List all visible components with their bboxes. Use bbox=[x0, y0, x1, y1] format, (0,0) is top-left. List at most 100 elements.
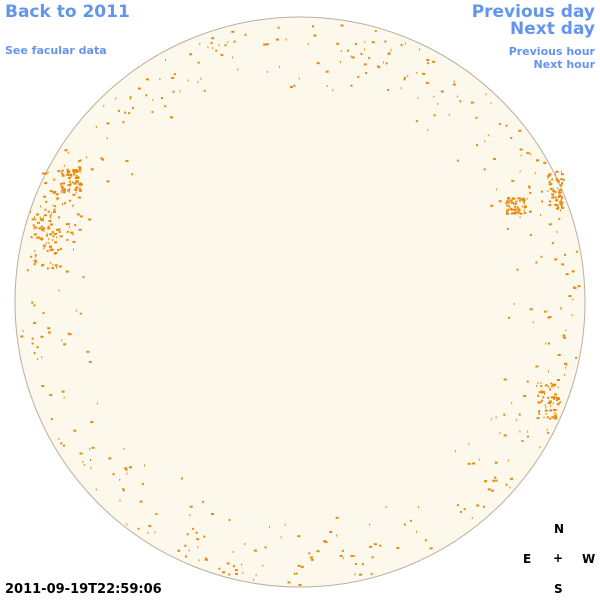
facula bbox=[545, 406, 547, 409]
facular-link[interactable]: See facular data bbox=[5, 44, 107, 57]
facula bbox=[561, 182, 563, 185]
facula bbox=[332, 89, 334, 92]
facula bbox=[326, 85, 328, 87]
facula bbox=[558, 191, 560, 194]
facula bbox=[102, 158, 104, 161]
facula bbox=[57, 170, 61, 173]
facula bbox=[547, 177, 549, 180]
facula bbox=[74, 188, 77, 191]
facula bbox=[511, 401, 513, 404]
facula bbox=[211, 37, 215, 40]
facula bbox=[49, 214, 52, 217]
facula bbox=[80, 183, 83, 186]
facula bbox=[50, 216, 51, 219]
facula bbox=[373, 543, 377, 546]
facula bbox=[505, 202, 507, 205]
facula bbox=[112, 473, 115, 476]
facula bbox=[559, 200, 563, 203]
facula bbox=[33, 304, 36, 307]
facula bbox=[61, 172, 64, 175]
facula bbox=[73, 248, 74, 251]
facula bbox=[228, 519, 231, 521]
facula bbox=[33, 227, 35, 230]
facula bbox=[125, 468, 128, 471]
facula bbox=[53, 210, 56, 213]
next-day-link[interactable]: Next day bbox=[510, 19, 595, 39]
facula bbox=[244, 543, 246, 545]
facula bbox=[549, 409, 553, 412]
facula bbox=[181, 477, 183, 480]
facula bbox=[336, 42, 340, 45]
facula bbox=[207, 46, 209, 49]
facula bbox=[492, 479, 496, 482]
facula bbox=[227, 41, 229, 44]
facula bbox=[74, 224, 77, 227]
facula bbox=[62, 182, 66, 185]
facula bbox=[52, 204, 54, 207]
back-link[interactable]: Back to 2011 bbox=[5, 2, 130, 22]
facula bbox=[36, 346, 39, 349]
facula bbox=[52, 239, 54, 241]
prev-day-link[interactable]: Previous day bbox=[471, 2, 595, 22]
facula bbox=[48, 242, 50, 245]
facula bbox=[549, 200, 551, 203]
facula bbox=[323, 540, 327, 543]
facula bbox=[548, 204, 552, 207]
facula bbox=[547, 190, 549, 193]
facula bbox=[494, 476, 497, 479]
facula bbox=[355, 562, 357, 565]
facula bbox=[526, 380, 529, 383]
facula bbox=[541, 389, 543, 392]
facula bbox=[86, 350, 90, 353]
facula bbox=[511, 208, 512, 211]
facula bbox=[416, 71, 418, 74]
facula bbox=[253, 549, 257, 552]
facula bbox=[62, 189, 64, 192]
facula bbox=[129, 466, 133, 469]
facula bbox=[537, 394, 540, 397]
facula bbox=[68, 333, 72, 336]
facula bbox=[55, 193, 59, 196]
facula bbox=[548, 342, 550, 345]
facula bbox=[530, 153, 532, 156]
facula bbox=[31, 337, 34, 340]
facula bbox=[541, 399, 543, 402]
facula bbox=[540, 382, 542, 385]
facula bbox=[63, 202, 66, 205]
facula bbox=[141, 483, 144, 486]
facula bbox=[30, 211, 32, 213]
facula bbox=[456, 95, 458, 98]
facula bbox=[49, 190, 53, 193]
facula bbox=[58, 231, 61, 233]
facula bbox=[529, 308, 533, 311]
facula bbox=[61, 339, 63, 342]
facula bbox=[511, 200, 513, 202]
facula bbox=[553, 188, 555, 191]
facula bbox=[67, 184, 71, 187]
facula bbox=[203, 535, 206, 538]
facula bbox=[31, 342, 34, 345]
facula bbox=[357, 75, 360, 78]
facula bbox=[42, 227, 46, 230]
facula bbox=[452, 83, 456, 86]
facula bbox=[485, 93, 487, 96]
next-hour-link[interactable]: Next hour bbox=[533, 58, 596, 71]
facula bbox=[548, 386, 550, 388]
facula bbox=[515, 419, 517, 422]
facula bbox=[544, 404, 546, 407]
facula bbox=[40, 205, 42, 208]
facula bbox=[516, 211, 520, 214]
facula bbox=[558, 401, 560, 404]
facula bbox=[519, 212, 523, 215]
facula bbox=[280, 536, 282, 539]
facula bbox=[507, 208, 510, 211]
facula bbox=[476, 144, 479, 147]
facula bbox=[552, 194, 554, 197]
facula bbox=[95, 125, 97, 128]
facula bbox=[196, 538, 200, 541]
facula bbox=[514, 208, 517, 211]
facula bbox=[26, 269, 29, 272]
facula bbox=[124, 111, 127, 114]
facula bbox=[77, 183, 79, 185]
prev-hour-link[interactable]: Previous hour bbox=[508, 45, 595, 58]
